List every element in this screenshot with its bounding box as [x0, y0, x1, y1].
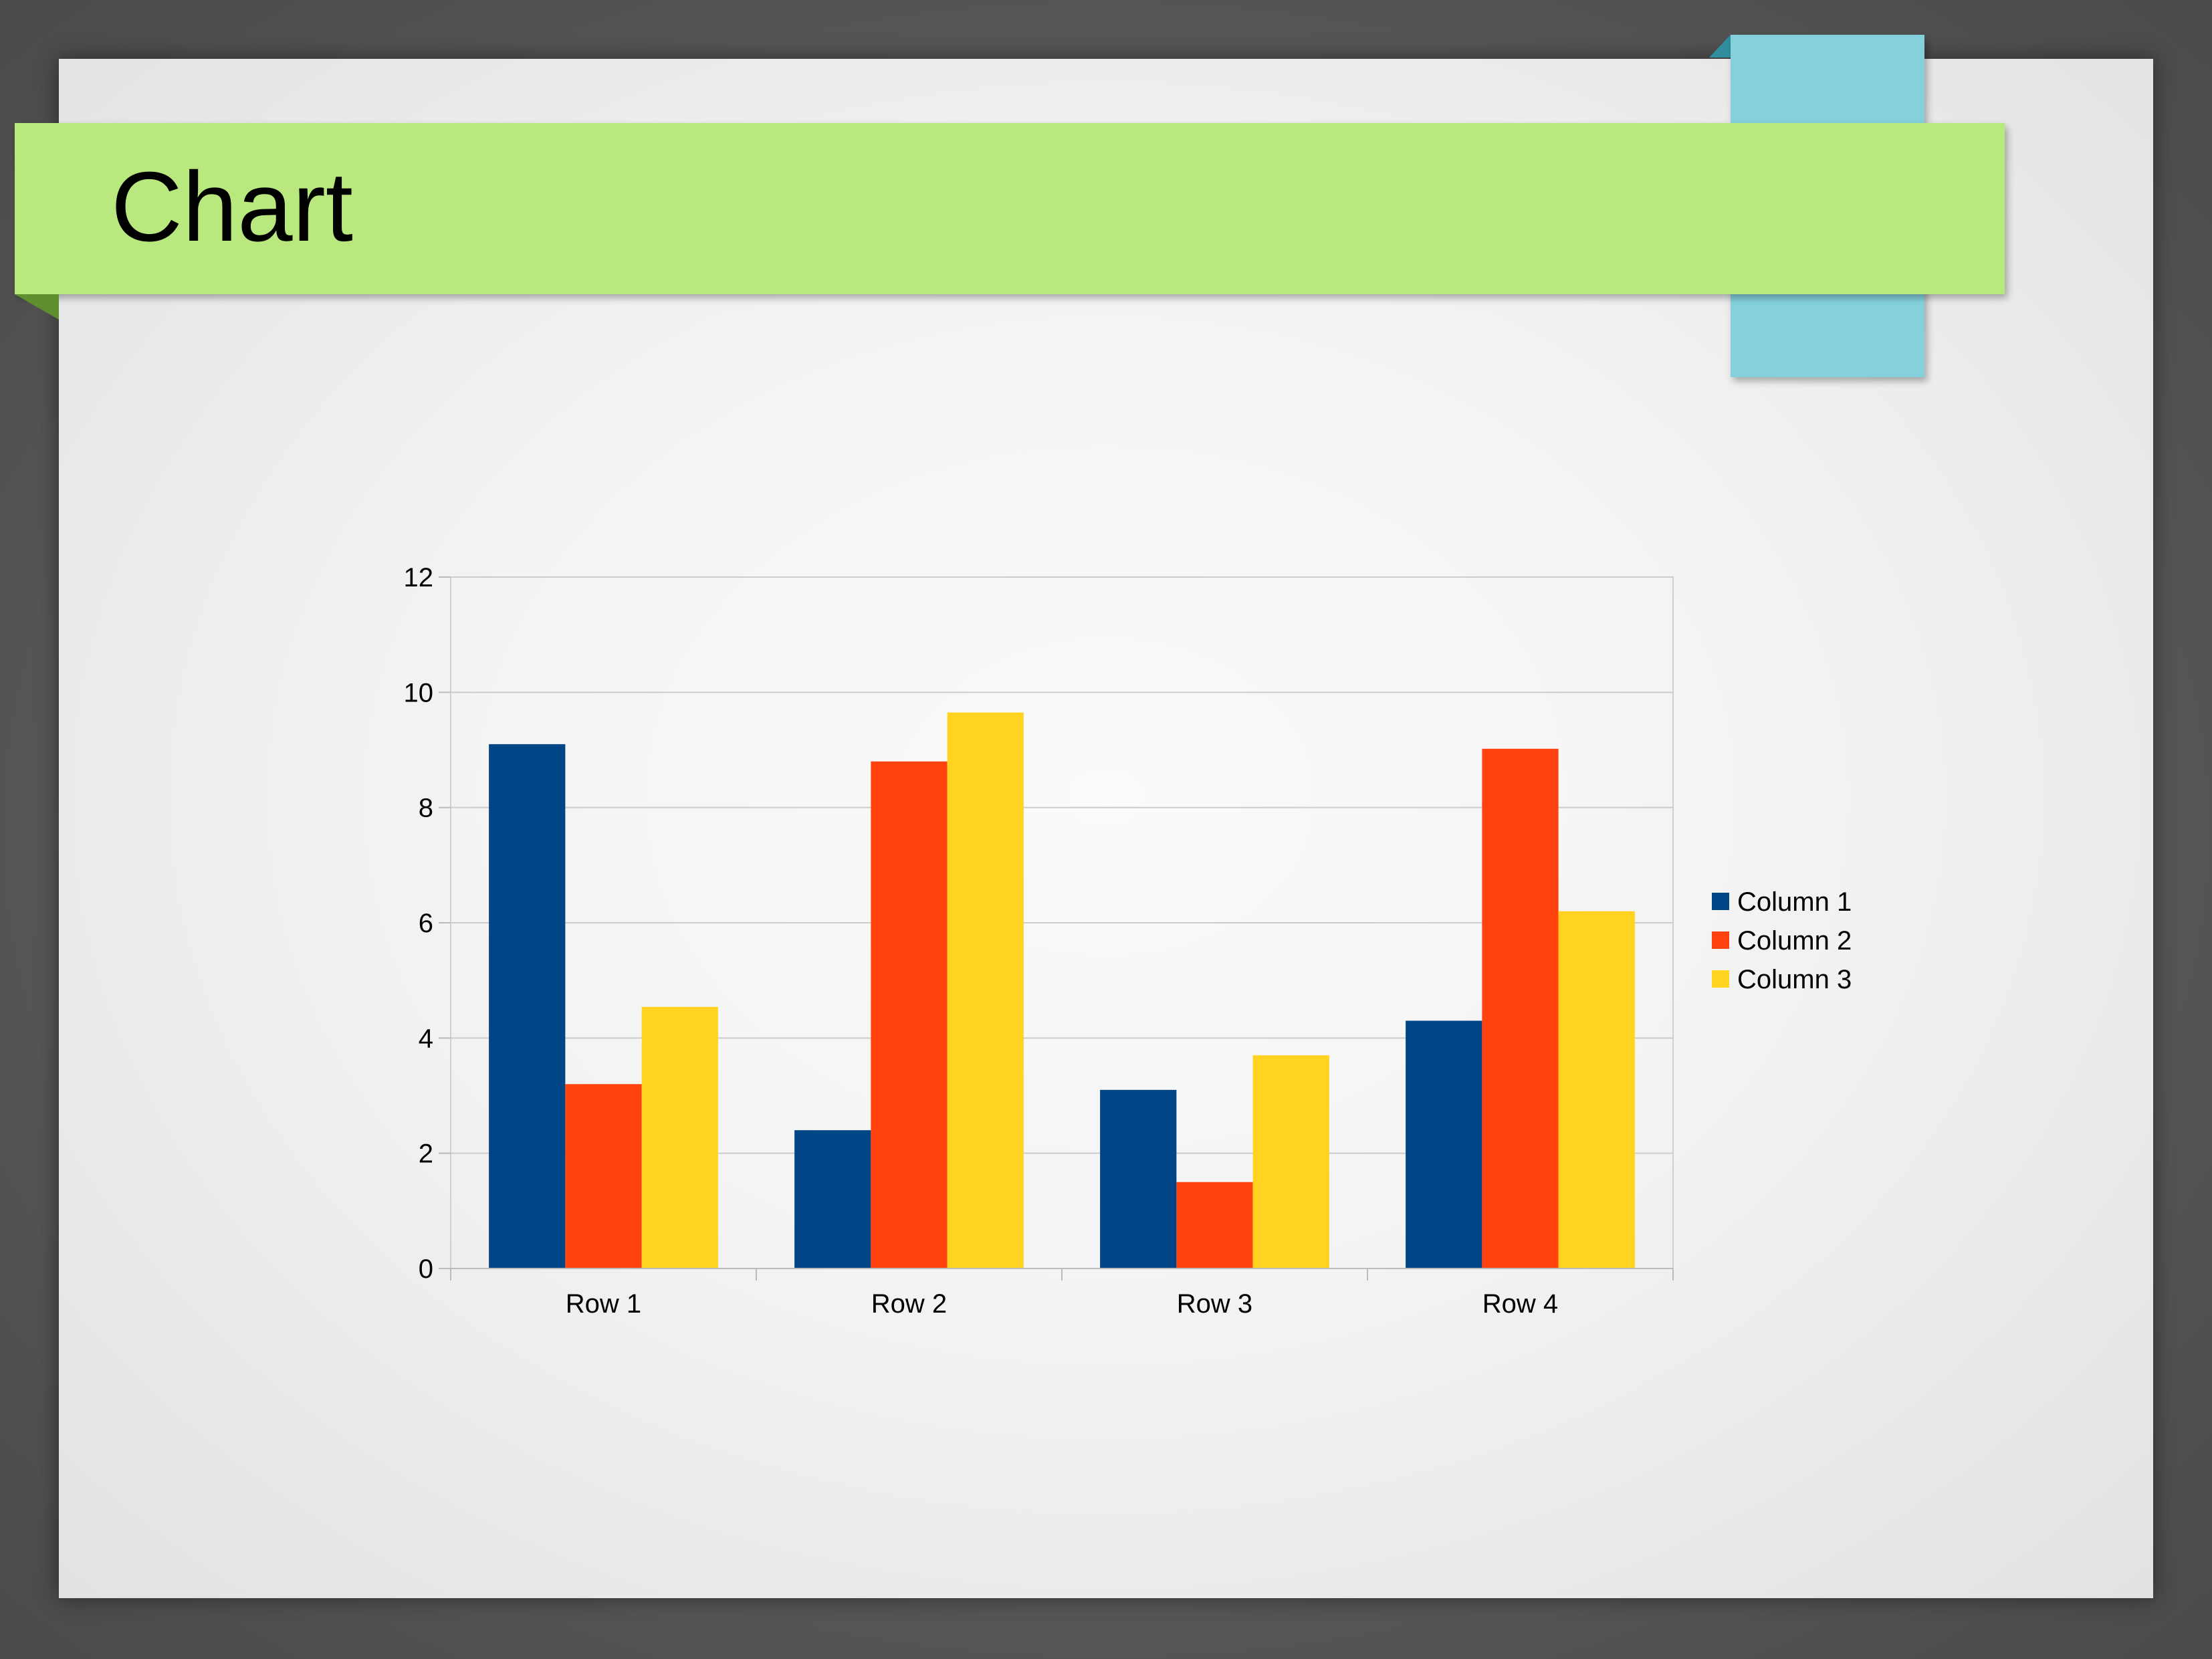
chart-axes: 0 2 4 6 8 10 12 Row 1 Row 2 Row 3 Row 4	[404, 563, 1674, 1319]
legend-swatch	[1712, 893, 1729, 910]
title-banner	[15, 123, 2005, 294]
bar-1-3	[1100, 1089, 1177, 1268]
y-tick-label: 6	[419, 909, 433, 938]
bar-3-1	[641, 1006, 718, 1268]
bar-1-1	[489, 744, 566, 1268]
chart-bars	[489, 712, 1635, 1268]
blue-tab-fold	[1709, 35, 1731, 58]
bar-2-2	[871, 761, 948, 1268]
bar-3-3	[1252, 1055, 1329, 1268]
legend-swatch	[1712, 931, 1729, 949]
bar-2-1	[565, 1084, 642, 1268]
x-category-label: Row 2	[871, 1289, 947, 1319]
x-category-label: Row 3	[1177, 1289, 1252, 1319]
x-category-label: Row 4	[1482, 1289, 1558, 1319]
legend-label: Column 2	[1737, 926, 1852, 956]
y-tick-label: 12	[404, 563, 434, 592]
legend-label: Column 1	[1737, 887, 1852, 917]
y-tick-label: 8	[419, 794, 433, 823]
bar-2-3	[1176, 1182, 1253, 1268]
bar-1-4	[1406, 1020, 1482, 1268]
y-tick-label: 4	[419, 1024, 433, 1053]
bar-3-4	[1558, 911, 1635, 1268]
y-tick-label: 10	[404, 678, 434, 707]
bar-2-4	[1482, 748, 1559, 1268]
legend-label: Column 3	[1737, 965, 1852, 994]
x-category-label: Row 1	[566, 1289, 641, 1319]
bar-3-2	[947, 712, 1024, 1268]
banner-fold	[15, 294, 59, 320]
y-tick-label: 0	[419, 1254, 433, 1284]
bar-1-2	[794, 1130, 871, 1268]
y-tick-label: 2	[419, 1139, 433, 1169]
slide-title: Chart	[111, 152, 353, 262]
chart-legend: Column 1 Column 2 Column 3	[1712, 887, 1852, 994]
legend-swatch	[1712, 970, 1729, 988]
